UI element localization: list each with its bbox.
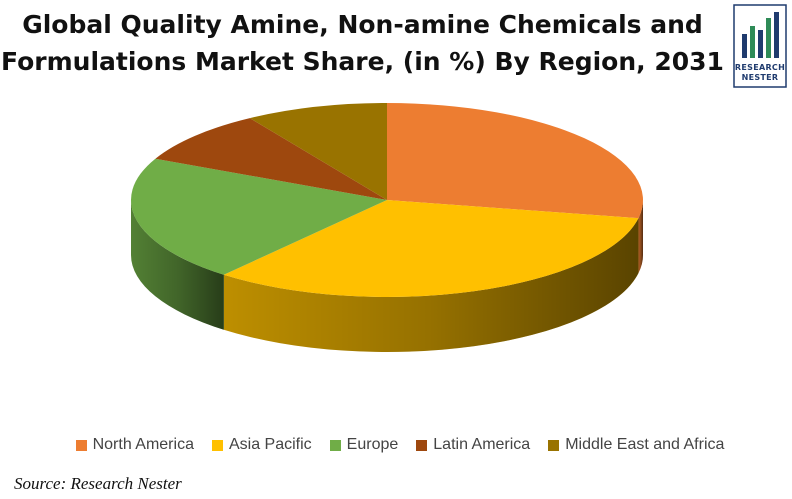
legend-item-latin-america: Latin America	[416, 436, 530, 454]
legend-item-europe: Europe	[329, 436, 399, 454]
legend-swatch	[329, 439, 341, 451]
pie-slice-europe	[131, 158, 387, 275]
legend-item-north-america: North America	[75, 436, 194, 454]
logo-text-line2: NESTER	[742, 73, 779, 82]
pie-slice-north-america	[387, 103, 644, 219]
chart-title-line1: Global Quality Amine, Non-amine Chemical…	[22, 10, 703, 39]
logo-text-line1: RESEARCH	[735, 63, 785, 72]
pie-slice-latin-america	[155, 118, 387, 200]
legend-swatch	[211, 439, 223, 451]
legend-swatch	[75, 439, 87, 451]
chart-legend: North America Asia Pacific Europe Latin Ame…	[30, 436, 770, 454]
legend-label: Middle East and Africa	[565, 436, 725, 453]
chart-title-line2: Formulations Market Share, (in %) By Reg…	[1, 47, 724, 76]
research-nester-logo: RESEARCH NESTER	[733, 4, 787, 88]
pie-slice-middle-east-and-africa	[249, 103, 387, 200]
legend-item-middle-east-and-africa: Middle East and Africa	[548, 436, 724, 454]
chart-title: Global Quality Amine, Non-amine Chemical…	[0, 6, 725, 80]
legend-swatch	[416, 439, 428, 451]
pie-side-shading	[638, 200, 643, 274]
legend-item-asia-pacific: Asia Pacific	[211, 436, 312, 454]
legend-label: Asia Pacific	[228, 436, 312, 453]
legend-label: Latin America	[433, 436, 531, 453]
legend-label: North America	[92, 436, 194, 453]
legend-swatch	[548, 439, 560, 451]
pie-side-shading	[131, 200, 224, 330]
pie-side-shading	[223, 218, 639, 352]
source-note: Source: Research Nester	[14, 474, 182, 493]
legend-label: Europe	[346, 436, 399, 453]
pie-slice-asia-pacific	[223, 200, 639, 297]
